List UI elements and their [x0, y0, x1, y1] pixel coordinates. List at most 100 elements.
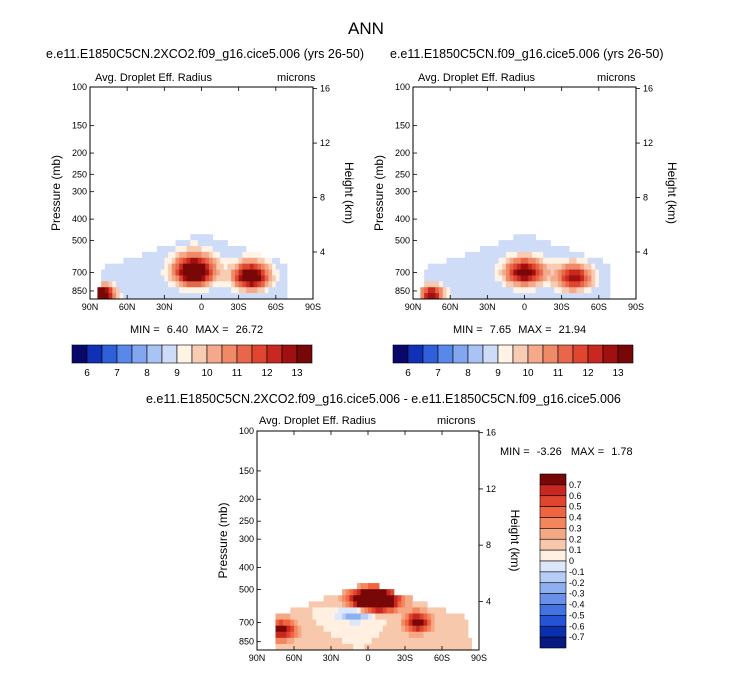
field-cell — [364, 637, 369, 645]
y-right-tick-label: 16 — [320, 84, 330, 94]
field-cell — [375, 637, 380, 645]
field-cell — [371, 643, 376, 651]
y-tick-label: 100 — [239, 426, 254, 436]
colorbar-1-swatch — [266, 344, 283, 364]
field-cell — [554, 281, 559, 288]
field-cell — [342, 613, 347, 620]
y-right-tick-label: 12 — [320, 138, 330, 148]
field-cell — [476, 293, 481, 300]
field-cell — [345, 607, 350, 614]
field-cell — [483, 246, 488, 253]
field-cell — [342, 643, 347, 651]
panel-2-field — [420, 234, 611, 300]
field-cell — [253, 263, 258, 270]
field-cell — [423, 619, 428, 627]
field-cell — [127, 281, 132, 288]
field-cell — [416, 619, 421, 627]
y-tick-label: 700 — [239, 618, 254, 628]
field-cell — [268, 275, 273, 282]
field-cell — [364, 595, 369, 602]
field-cell — [557, 251, 563, 259]
field-cell — [360, 625, 365, 633]
field-cell — [156, 263, 162, 270]
field-cell — [272, 287, 277, 294]
field-cell — [145, 293, 150, 300]
field-cell — [445, 637, 450, 645]
field-cell — [442, 619, 447, 627]
field-cell — [323, 607, 328, 614]
field-cell — [294, 619, 299, 627]
field-cell — [286, 643, 291, 651]
field-cell — [145, 269, 150, 276]
field-cell — [565, 263, 570, 270]
field-cell — [364, 631, 369, 639]
field-cell — [393, 607, 398, 614]
field-cell — [279, 275, 284, 282]
field-cell — [371, 601, 376, 608]
field-cell — [543, 281, 548, 288]
field-cell — [546, 269, 551, 276]
field-cell — [268, 257, 273, 265]
field-cell — [216, 257, 221, 265]
field-cell — [439, 293, 444, 300]
field-cell — [446, 269, 451, 276]
field-cell — [445, 631, 450, 639]
field-cell — [171, 257, 176, 265]
field-cell — [517, 263, 522, 270]
field-cell — [371, 583, 376, 590]
field-cell — [430, 613, 435, 620]
field-cell — [445, 625, 450, 633]
field-cell — [216, 281, 221, 288]
field-cell — [175, 263, 180, 270]
field-cell — [238, 281, 243, 288]
field-cell — [153, 257, 158, 265]
field-cell — [246, 281, 251, 288]
field-cell — [390, 619, 395, 627]
field-cell — [368, 637, 373, 645]
colorbar-diff-label: -0.4 — [569, 600, 585, 610]
field-cell — [142, 251, 147, 259]
field-cell — [513, 275, 518, 282]
field-cell — [275, 625, 280, 633]
field-cell — [268, 293, 273, 300]
field-cell — [375, 601, 380, 608]
field-cell — [472, 293, 477, 300]
field-cell — [116, 287, 121, 294]
field-cell — [156, 246, 162, 253]
field-cell — [442, 263, 447, 270]
field-cell — [112, 287, 117, 294]
field-cell — [153, 281, 158, 288]
field-cell — [382, 589, 387, 596]
field-cell — [386, 607, 391, 614]
field-cell — [550, 257, 555, 265]
field-cell — [598, 269, 603, 276]
y-right-tick-label: 16 — [486, 428, 496, 438]
field-cell — [108, 293, 113, 300]
field-cell — [528, 246, 533, 253]
field-cell — [338, 595, 343, 602]
field-cell — [168, 251, 173, 259]
field-cell — [231, 257, 236, 265]
field-cell — [494, 287, 499, 294]
field-cell — [569, 293, 574, 300]
field-cell — [449, 643, 454, 651]
field-cell — [397, 643, 402, 651]
colorbar-diff-swatch — [539, 636, 567, 649]
field-cell — [569, 257, 574, 265]
field-cell — [453, 269, 458, 276]
colorbar-2-swatch — [452, 344, 469, 364]
field-cell — [517, 269, 522, 276]
field-cell — [528, 269, 533, 276]
field-cell — [408, 613, 413, 620]
field-cell — [546, 281, 551, 288]
field-cell — [535, 293, 540, 300]
field-cell — [182, 281, 188, 288]
field-cell — [543, 287, 548, 294]
field-cell — [442, 269, 447, 276]
field-cell — [253, 287, 258, 294]
field-cell — [487, 246, 492, 253]
field-cell — [130, 287, 135, 294]
field-cell — [223, 275, 228, 282]
field-cell — [375, 631, 380, 639]
field-cell — [431, 275, 436, 282]
